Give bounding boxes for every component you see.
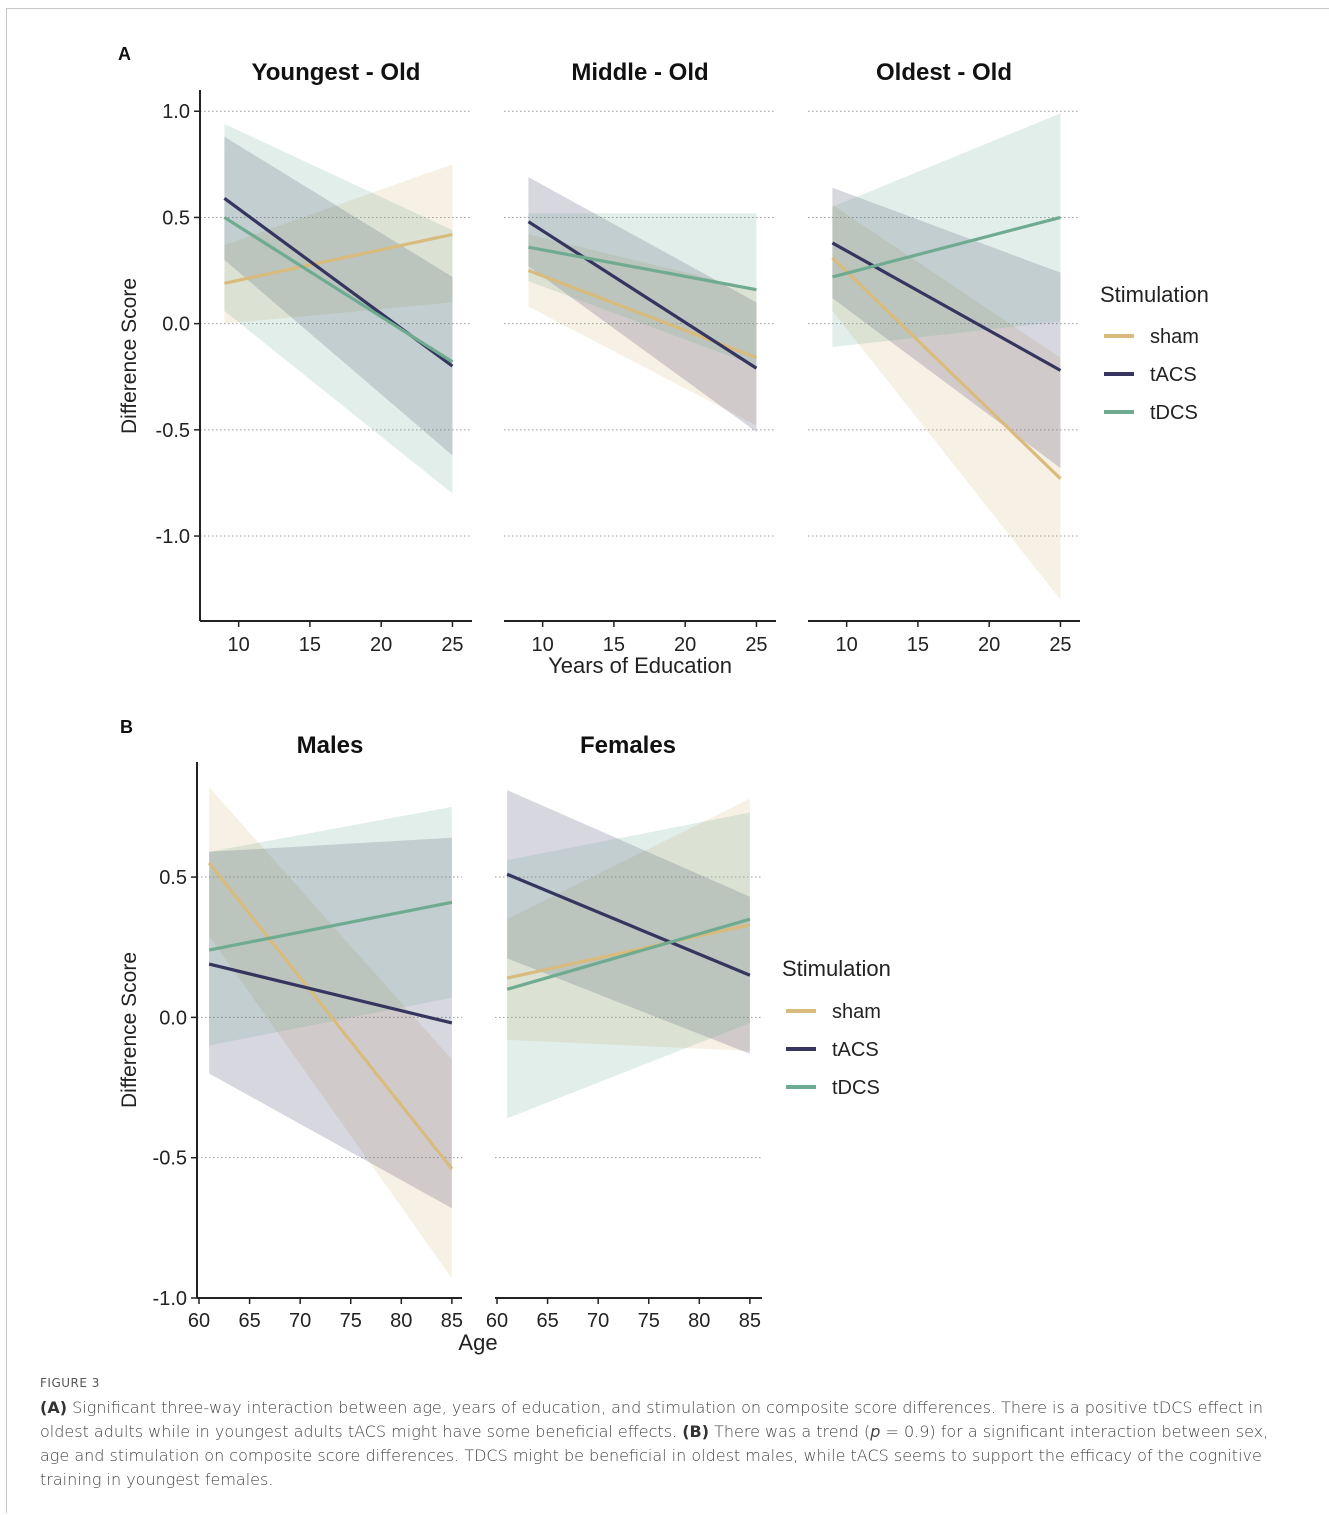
x-tick-label: 25: [1049, 634, 1071, 656]
x-tick-label: 15: [603, 634, 625, 656]
x-tick-label: 85: [739, 1310, 761, 1332]
series-line-tACS: [208, 962, 453, 1025]
legend-title: Stimulation: [782, 956, 891, 981]
x-tick-label: 20: [978, 634, 1000, 656]
x-tick-label: 65: [536, 1310, 558, 1332]
x-tick-label: 75: [340, 1310, 362, 1332]
series-line-tDCS: [831, 215, 1061, 279]
legend-label-tDCS: tDCS: [1150, 402, 1198, 424]
figure-label: FIGURE 3: [40, 1376, 100, 1390]
confidence-band-tDCS: [507, 812, 750, 1119]
y-tick-label: -1.0: [156, 526, 190, 548]
x-tick-label: 70: [587, 1310, 609, 1332]
facet-title: Oldest - Old: [876, 59, 1012, 86]
x-tick-label: 85: [441, 1310, 463, 1332]
confidence-band-tACS: [224, 136, 453, 456]
y-axis-label-A: Difference Score: [118, 278, 141, 434]
x-tick-label: 10: [228, 634, 250, 656]
confidence-band-tDCS: [224, 123, 453, 494]
confidence-band-tDCS: [528, 213, 757, 367]
legend-label-tACS: tACS: [832, 1039, 879, 1061]
x-tick-label: 60: [188, 1310, 210, 1332]
figure-frame-top: [6, 8, 1329, 9]
series-line-tDCS: [223, 216, 454, 364]
confidence-band-sham: [528, 234, 757, 426]
legend-label-tACS: tACS: [1150, 364, 1197, 386]
x-tick-label: 15: [907, 634, 929, 656]
facet-title: Middle - Old: [571, 59, 708, 86]
x-tick-label: 20: [674, 634, 696, 656]
y-tick-label: -0.5: [156, 420, 190, 442]
series-line-sham: [224, 232, 453, 285]
series-line-tDCS: [208, 900, 453, 952]
facet-title: Males: [297, 732, 364, 759]
x-tick-label: 25: [441, 634, 463, 656]
series-line-tACS: [527, 220, 758, 370]
y-tick-label: 1.0: [162, 101, 190, 123]
y-tick-label: -1.0: [153, 1288, 187, 1310]
y-tick-label: 0.5: [162, 207, 190, 229]
confidence-band-tACS: [507, 790, 750, 1054]
facet-title: Females: [580, 732, 676, 759]
x-tick-label: 70: [289, 1310, 311, 1332]
confidence-band-sham: [209, 787, 452, 1279]
confidence-band-sham: [832, 204, 1061, 600]
series-line-sham: [506, 923, 751, 980]
x-tick-label: 65: [238, 1310, 260, 1332]
figure-3-chart: A Difference Score 1.0 0.5 0.0 -0.5 -1.0 Younge…: [118, 44, 1209, 1355]
y-tick-label: 0.0: [162, 314, 190, 336]
x-tick-label: 75: [638, 1310, 660, 1332]
caption-a-label: (A): [40, 1398, 68, 1417]
series-line-sham: [831, 256, 1062, 480]
x-axis-label-A: Years of Education: [548, 653, 732, 678]
facet-title: Youngest - Old: [252, 59, 421, 86]
caption-p-symbol: p: [870, 1422, 881, 1441]
x-tick-label: 15: [299, 634, 321, 656]
figure-caption: FIGURE 3 (A) Significant three-way inter…: [40, 1376, 1290, 1492]
x-tick-label: 80: [390, 1310, 412, 1332]
legend-label-sham: sham: [832, 1001, 881, 1023]
panel-label-B: B: [120, 717, 133, 737]
series-line-tDCS: [506, 917, 751, 991]
x-tick-label: 60: [486, 1310, 508, 1332]
caption-a-text: Significant three-way interaction betwee…: [40, 1398, 1264, 1441]
caption-text: (A) Significant three-way interaction be…: [40, 1396, 1290, 1492]
x-axis-label-B: Age: [458, 1330, 497, 1355]
x-tick-label: 80: [688, 1310, 710, 1332]
confidence-band-tACS: [832, 187, 1061, 469]
legend-label-tDCS: tDCS: [832, 1077, 880, 1099]
caption-b-text-2: = 0.9) for a significant interaction bet…: [40, 1422, 1269, 1489]
series-line-tDCS: [528, 245, 757, 292]
confidence-band-tACS: [528, 177, 757, 432]
figure-frame-left: [6, 8, 7, 1513]
x-tick-label: 25: [745, 634, 767, 656]
legend-title: Stimulation: [1100, 282, 1209, 307]
series-line-tACS: [506, 872, 751, 977]
y-tick-label: 0.0: [159, 1007, 187, 1029]
caption-b-text-1: There was a trend (: [709, 1422, 871, 1441]
series-line-tACS: [831, 241, 1062, 372]
confidence-band-tDCS: [832, 113, 1061, 348]
panel-label-A: A: [118, 44, 131, 64]
confidence-band-sham: [224, 164, 453, 324]
confidence-band-tACS: [209, 837, 452, 1209]
caption-b-label: (B): [682, 1422, 710, 1441]
y-tick-label: -0.5: [153, 1148, 187, 1170]
x-tick-label: 10: [532, 634, 554, 656]
legend-label-sham: sham: [1150, 326, 1199, 348]
x-tick-label: 20: [370, 634, 392, 656]
series-line-sham: [207, 862, 454, 1170]
y-tick-label: 0.5: [159, 867, 187, 889]
x-tick-label: 10: [836, 634, 858, 656]
y-axis-label-B: Difference Score: [118, 952, 141, 1108]
